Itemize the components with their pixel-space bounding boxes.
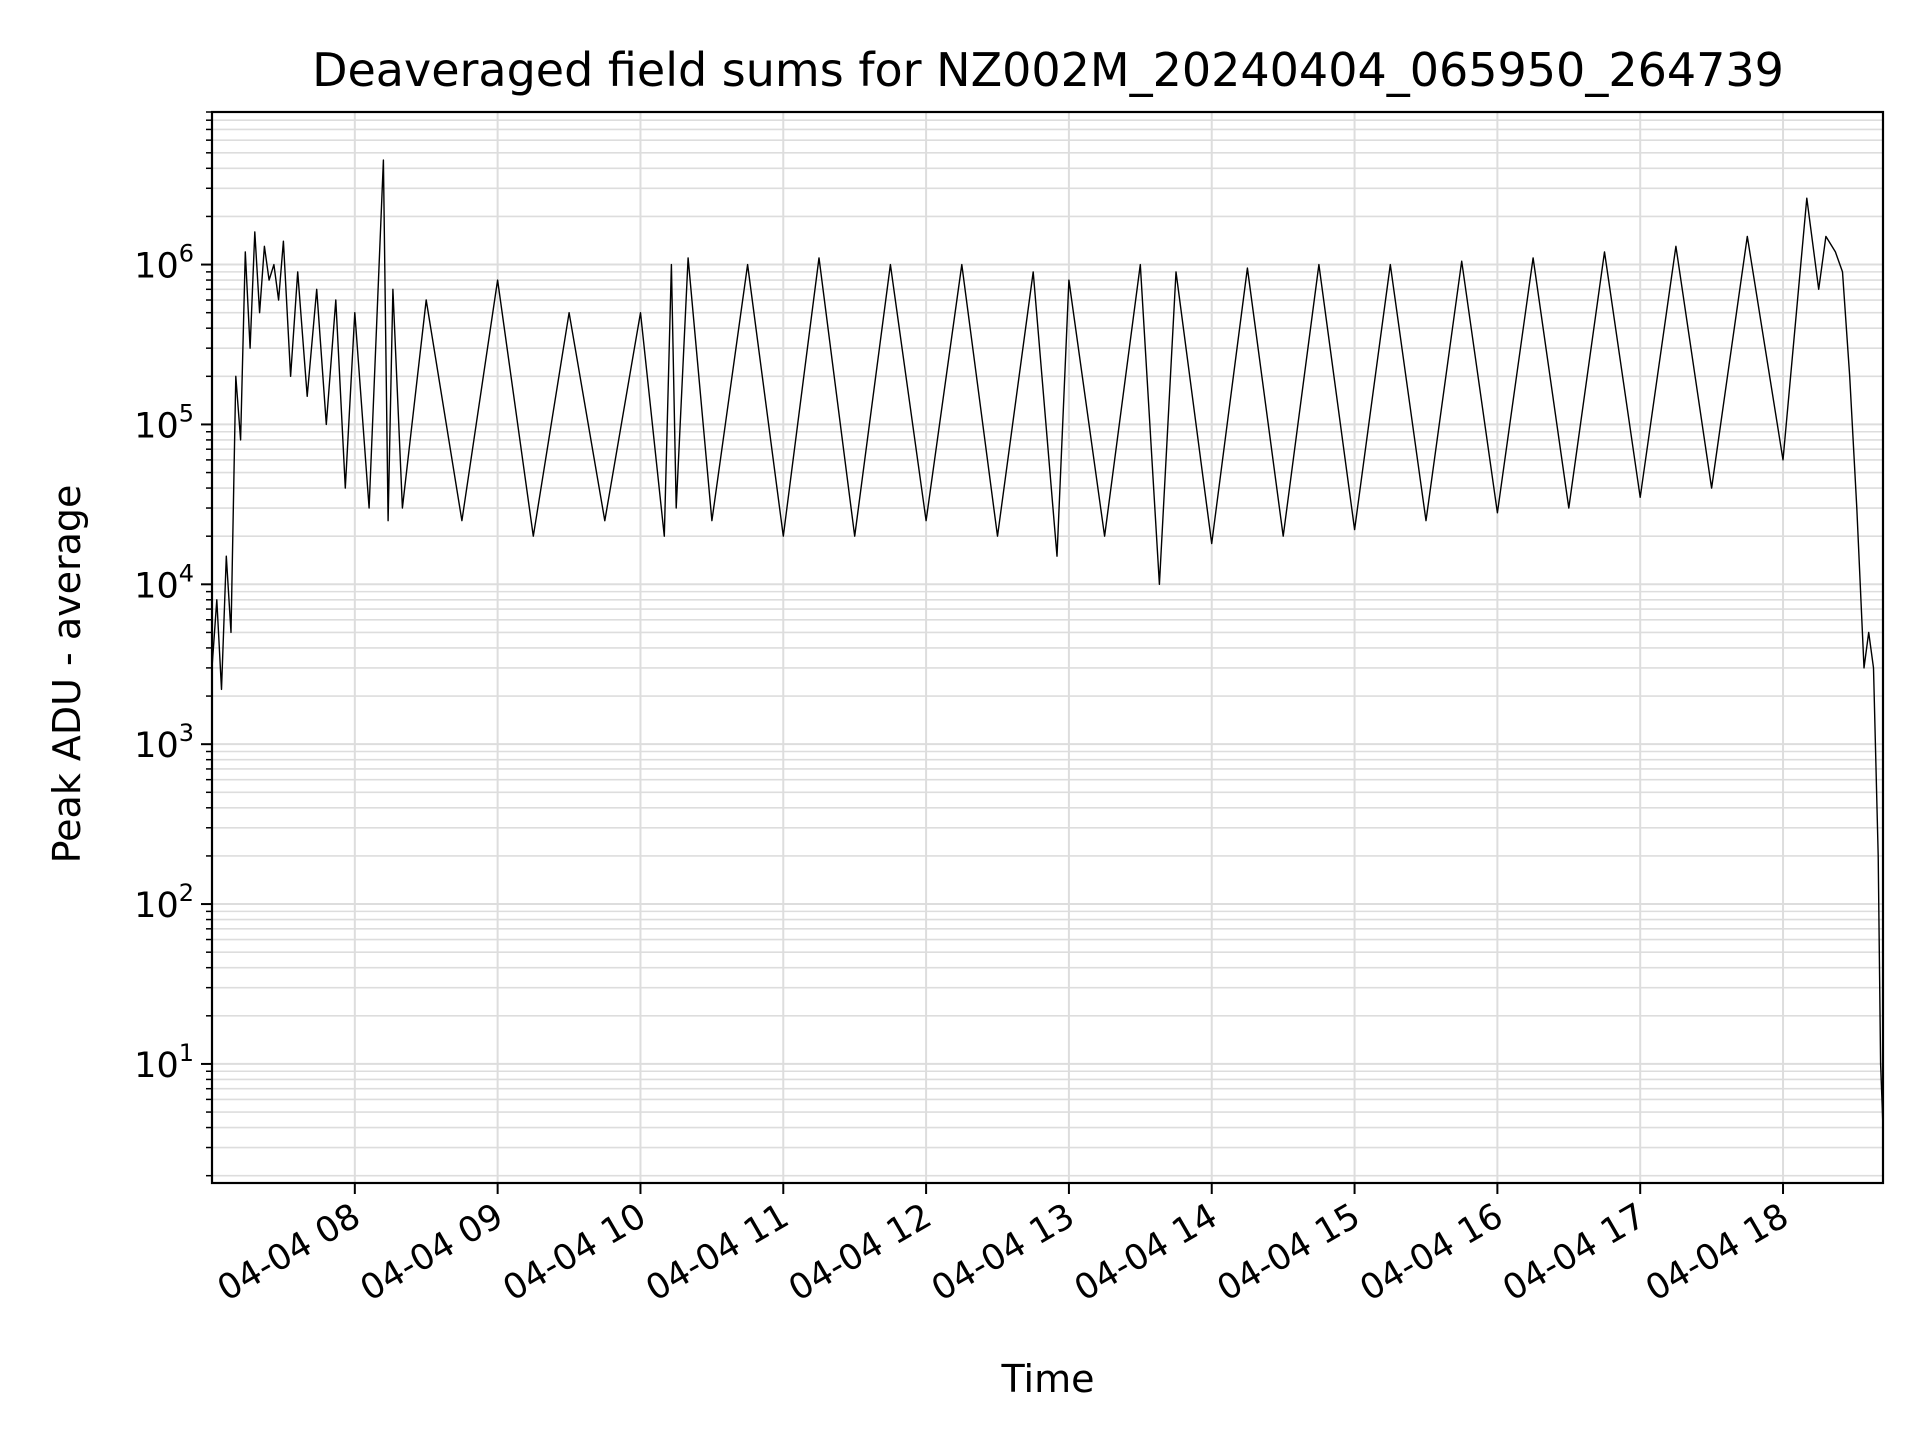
y-tick-label: 103 bbox=[134, 719, 194, 766]
y-tick-label: 106 bbox=[134, 240, 194, 287]
y-tick-label: 101 bbox=[134, 1039, 194, 1086]
y-tick-label: 104 bbox=[134, 559, 194, 606]
chart-title: Deaveraged field sums for NZ002M_2024040… bbox=[312, 43, 1784, 97]
x-axis-label: Time bbox=[1001, 1357, 1095, 1401]
y-tick-label: 102 bbox=[134, 879, 194, 926]
series-group bbox=[211, 159, 1884, 1128]
y-tick-label: 105 bbox=[134, 399, 194, 446]
grid-lines bbox=[212, 111, 1883, 1183]
y-axis: 101 102 103 104 105 106 bbox=[134, 111, 212, 1177]
series-line-0 bbox=[211, 159, 1884, 1128]
y-axis-label: Peak ADU - average bbox=[45, 485, 89, 864]
